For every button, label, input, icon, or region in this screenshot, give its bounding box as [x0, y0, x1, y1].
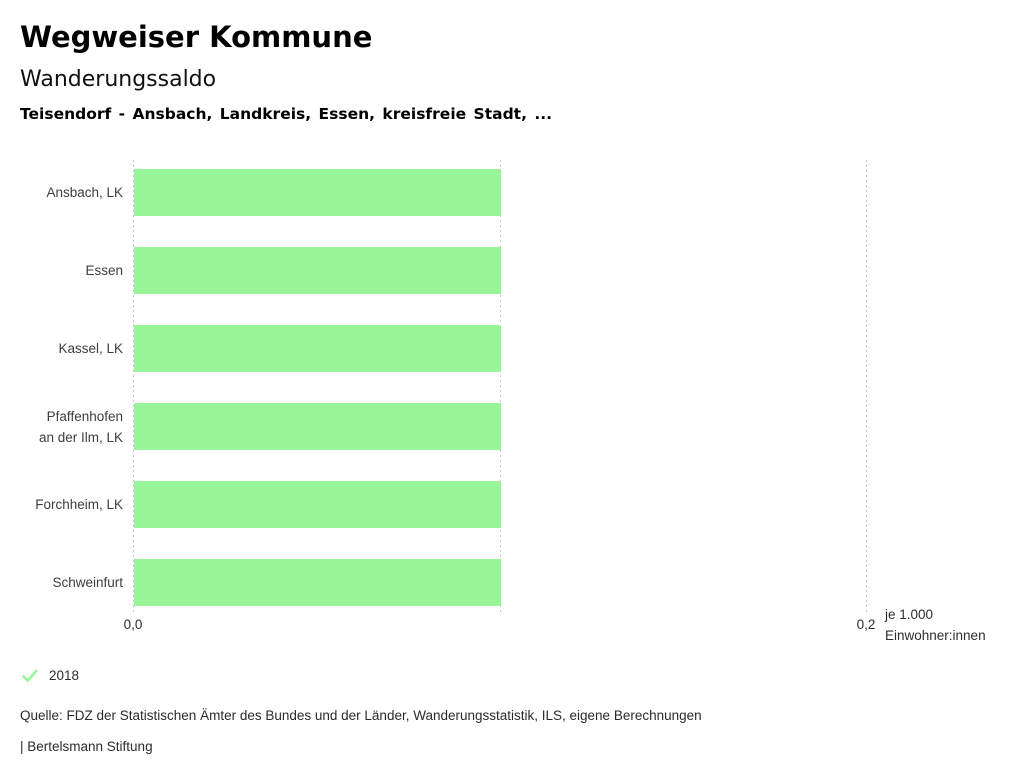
category-label: Forchheim, LK: [35, 497, 123, 512]
chart-title: Wanderungssaldo: [20, 67, 217, 92]
check-icon: [22, 669, 38, 683]
x-gridline: [866, 160, 867, 613]
legend-item-2018[interactable]: 2018: [22, 668, 79, 683]
chart-region-subtitle: Teisendorf - Ansbach, Landkreis, Essen, …: [20, 105, 553, 123]
bar-chart-plot-area: je 1.000 Einwohner:innen 0,0 0,2 Ansbach, …: [35, 160, 986, 643]
x-axis-unit-label: je 1.000 Einwohner:innen: [885, 605, 986, 646]
bar-pfaffenhofen-an-der-ilm-lk[interactable]: [134, 403, 501, 450]
source-note: Quelle: FDZ der Statistischen Ämter des …: [20, 708, 702, 723]
app-title: Wegweiser Kommune: [20, 20, 373, 54]
category-label: Schweinfurt: [52, 575, 123, 590]
category-label: Essen: [85, 263, 123, 278]
x-gridline: [133, 160, 134, 613]
legend-label: 2018: [49, 668, 80, 683]
category-label: Ansbach, LK: [46, 185, 123, 200]
bar-schweinfurt[interactable]: [134, 559, 501, 606]
bar-forchheim-lk[interactable]: [134, 481, 501, 528]
x-tick-label: 0,0: [123, 617, 143, 632]
x-axis-unit-line2: Einwohner:innen: [885, 627, 986, 643]
x-gridline: [500, 160, 501, 613]
bar-kassel-lk[interactable]: [134, 325, 501, 372]
bar-essen[interactable]: [134, 247, 501, 294]
bar-ansbach-lk[interactable]: [134, 169, 501, 216]
x-axis-unit-line1: je 1.000: [885, 607, 934, 622]
category-label: Pfaffenhofen an der Ilm, LK: [38, 408, 123, 445]
attribution: | Bertelsmann Stiftung: [20, 739, 153, 754]
x-tick-label: 0,2: [856, 617, 876, 632]
category-label: Kassel, LK: [58, 341, 123, 356]
